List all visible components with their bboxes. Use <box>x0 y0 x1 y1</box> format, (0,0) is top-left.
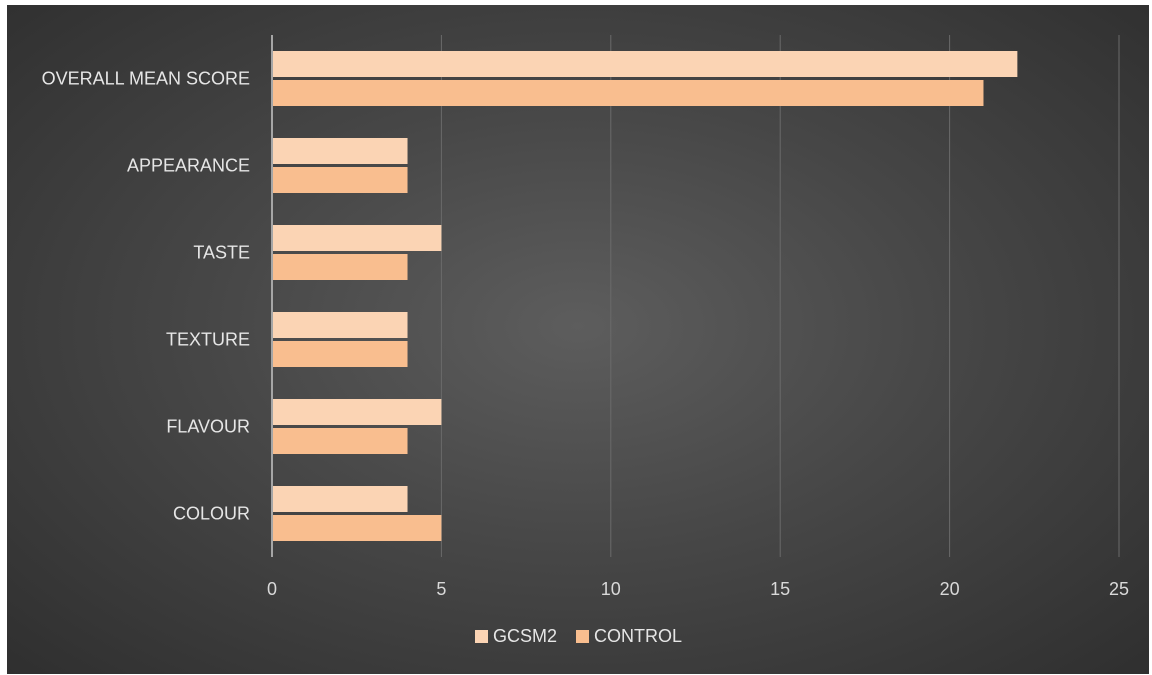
bar-gcsm2-appearance <box>272 138 408 164</box>
chart-area: 0 5 10 15 20 25 OVERALL MEAN SCORE APPEARANCE TA… <box>7 5 1149 674</box>
category-label: TASTE <box>193 243 250 263</box>
bar-chart: 0 5 10 15 20 25 OVERALL MEAN SCORE APPEARANCE TA… <box>42 35 1129 646</box>
x-tick-label: 5 <box>436 579 446 599</box>
bar-gcsm2-overall-mean-score <box>272 51 1018 77</box>
bars <box>272 51 1018 541</box>
legend-label-control: CONTROL <box>594 626 682 646</box>
category-label: FLAVOUR <box>166 417 250 437</box>
x-tick-label: 10 <box>601 579 621 599</box>
bar-control-taste <box>272 254 408 280</box>
category-label: OVERALL MEAN SCORE <box>42 69 250 89</box>
x-tick-label: 20 <box>940 579 960 599</box>
bar-gcsm2-colour <box>272 486 408 512</box>
x-tick-label: 15 <box>770 579 790 599</box>
bar-gcsm2-texture <box>272 312 408 338</box>
bar-control-appearance <box>272 167 408 193</box>
category-label: TEXTURE <box>166 330 250 350</box>
category-label: COLOUR <box>173 504 250 524</box>
bar-control-overall-mean-score <box>272 80 984 106</box>
axes: 0 5 10 15 20 25 OVERALL MEAN SCORE APPEARANCE TA… <box>42 35 1129 599</box>
legend-swatch-gcsm2 <box>475 630 488 643</box>
legend-label-gcsm2: GCSM2 <box>493 626 557 646</box>
x-tick-label: 25 <box>1109 579 1129 599</box>
legend: GCSM2 CONTROL <box>475 626 682 646</box>
bar-control-texture <box>272 341 408 367</box>
category-label: APPEARANCE <box>127 156 250 176</box>
legend-swatch-control <box>576 630 589 643</box>
bar-control-colour <box>272 515 442 541</box>
gridlines <box>440 35 1120 557</box>
x-tick-label: 0 <box>267 579 277 599</box>
bar-control-flavour <box>272 428 408 454</box>
bar-gcsm2-flavour <box>272 399 442 425</box>
bar-gcsm2-taste <box>272 225 442 251</box>
